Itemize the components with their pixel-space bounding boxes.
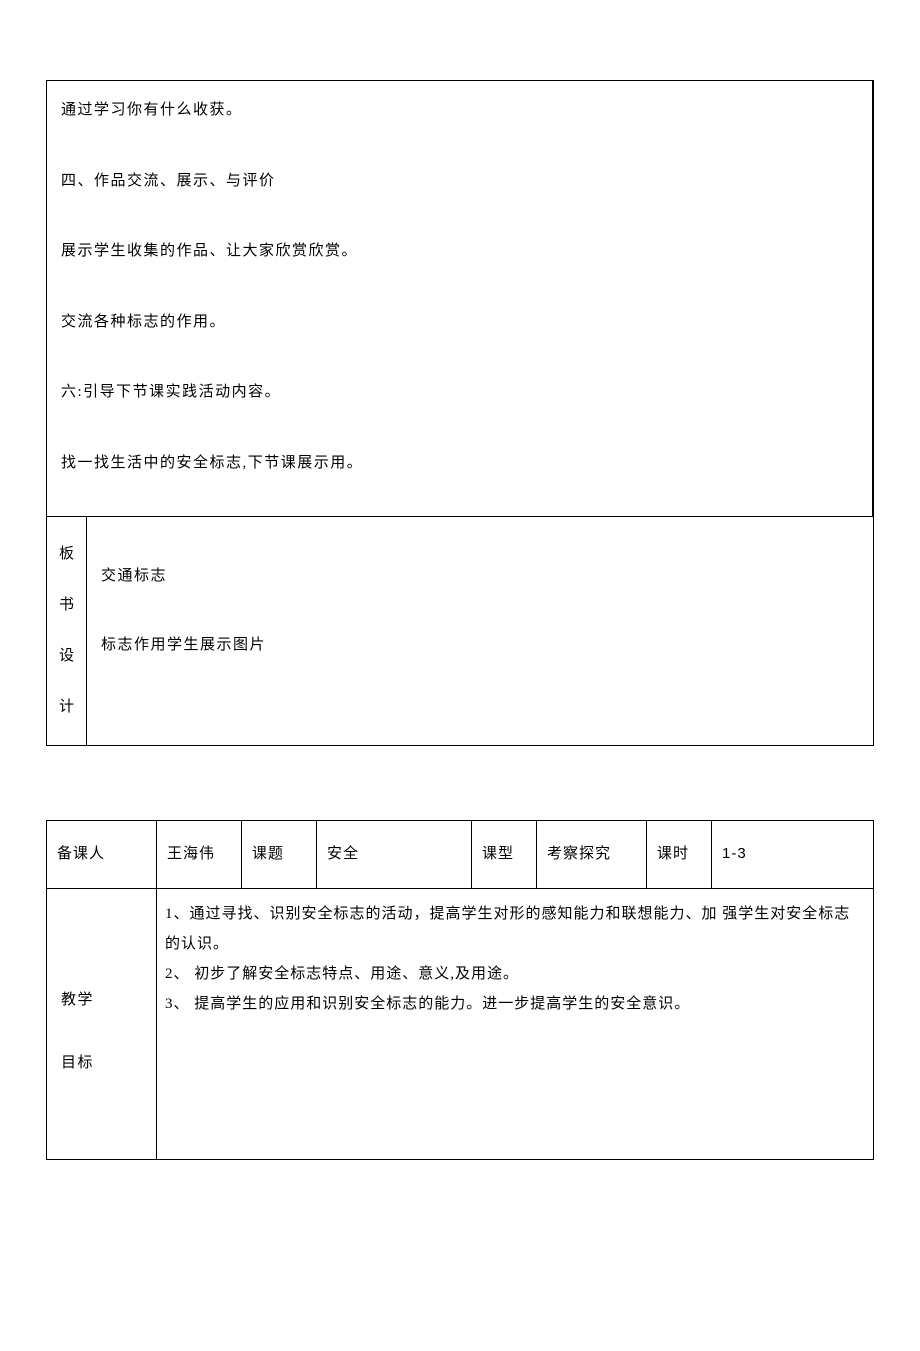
lesson-table-1: 通过学习你有什么收获。 四、作品交流、展示、与评价 展示学生收集的作品、让大家欣… (46, 80, 874, 746)
objectives-content: 1、通过寻找、识别安全标志的活动，提高学生对形的感知能力和联想能力、加 强学生对… (157, 888, 874, 1159)
period-value: 1-3 (712, 821, 874, 889)
type-label: 课型 (472, 821, 537, 889)
objectives-label: 教学目标 (47, 888, 157, 1159)
header-row: 备课人 王海伟 课题 安全 课型 考察探究 课时 1-3 (47, 821, 874, 889)
preparer-value: 王海伟 (157, 821, 242, 889)
topic-label: 课题 (242, 821, 317, 889)
side-cell (872, 81, 873, 517)
period-label: 课时 (647, 821, 712, 889)
para: 四、作品交流、展示、与评价 (61, 170, 858, 193)
para: 六:引导下节课实践活动内容。 (61, 381, 858, 404)
board-design-label: 板书设计 (47, 517, 87, 746)
para: 展示学生收集的作品、让大家欣赏欣赏。 (61, 240, 858, 263)
board-design-content: 交通标志 标志作用学生展示图片 (87, 517, 874, 746)
type-value: 考察探究 (537, 821, 647, 889)
content-cell: 通过学习你有什么收获。 四、作品交流、展示、与评价 展示学生收集的作品、让大家欣… (47, 81, 873, 517)
para: 通过学习你有什么收获。 (61, 99, 858, 122)
lesson-table-2: 备课人 王海伟 课题 安全 课型 考察探究 课时 1-3 教学目标 1、通过寻找… (46, 820, 874, 1160)
preparer-label: 备课人 (47, 821, 157, 889)
para: 找一找生活中的安全标志,下节课展示用。 (61, 452, 858, 475)
topic-value: 安全 (317, 821, 472, 889)
board-line: 标志作用学生展示图片 (101, 634, 859, 657)
board-line: 交通标志 (101, 565, 859, 588)
para: 交流各种标志的作用。 (61, 311, 858, 334)
